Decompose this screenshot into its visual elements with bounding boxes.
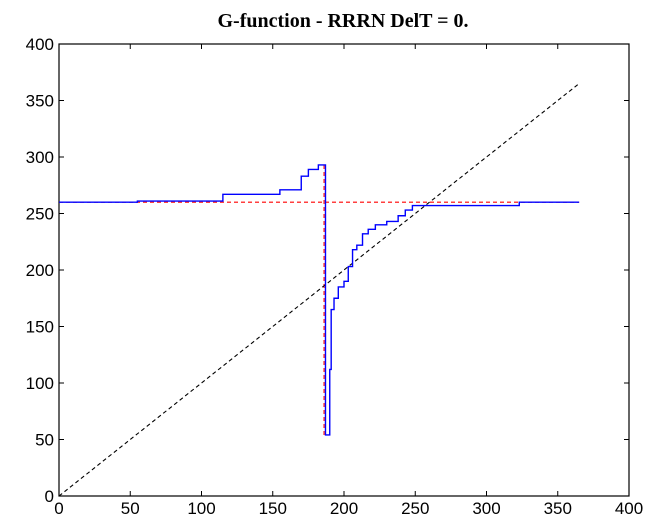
x-tick-label: 400 — [615, 499, 643, 518]
x-tick-label: 50 — [121, 499, 140, 518]
x-tick-label: 250 — [401, 499, 429, 518]
x-tick-label: 100 — [187, 499, 215, 518]
series-layer — [58, 83, 580, 497]
series-dashed-line — [58, 83, 580, 497]
y-tick-label: 250 — [26, 205, 54, 224]
x-tick-label: 300 — [472, 499, 500, 518]
x-tick-label: 350 — [544, 499, 572, 518]
y-tick-label: 200 — [26, 261, 54, 280]
chart-title: G-function - RRRN DelT = 0. — [217, 10, 468, 32]
x-tick-label: 200 — [330, 499, 358, 518]
y-tick-label: 350 — [26, 92, 54, 111]
y-tick-label: 300 — [26, 148, 54, 167]
y-tick-label: 0 — [45, 487, 54, 506]
x-tick-label: 150 — [259, 499, 287, 518]
series-step-line — [59, 164, 580, 436]
x-tick-label: 0 — [54, 499, 63, 518]
y-tick-label: 100 — [26, 374, 54, 393]
y-tick-label: 50 — [35, 431, 54, 450]
y-tick-label: 150 — [26, 318, 54, 337]
y-tick-label: 400 — [26, 35, 54, 54]
axis-ticks: 0 50 100 150 200 250 300 350 400 0 50 100 150 200 250 3… — [26, 35, 644, 518]
